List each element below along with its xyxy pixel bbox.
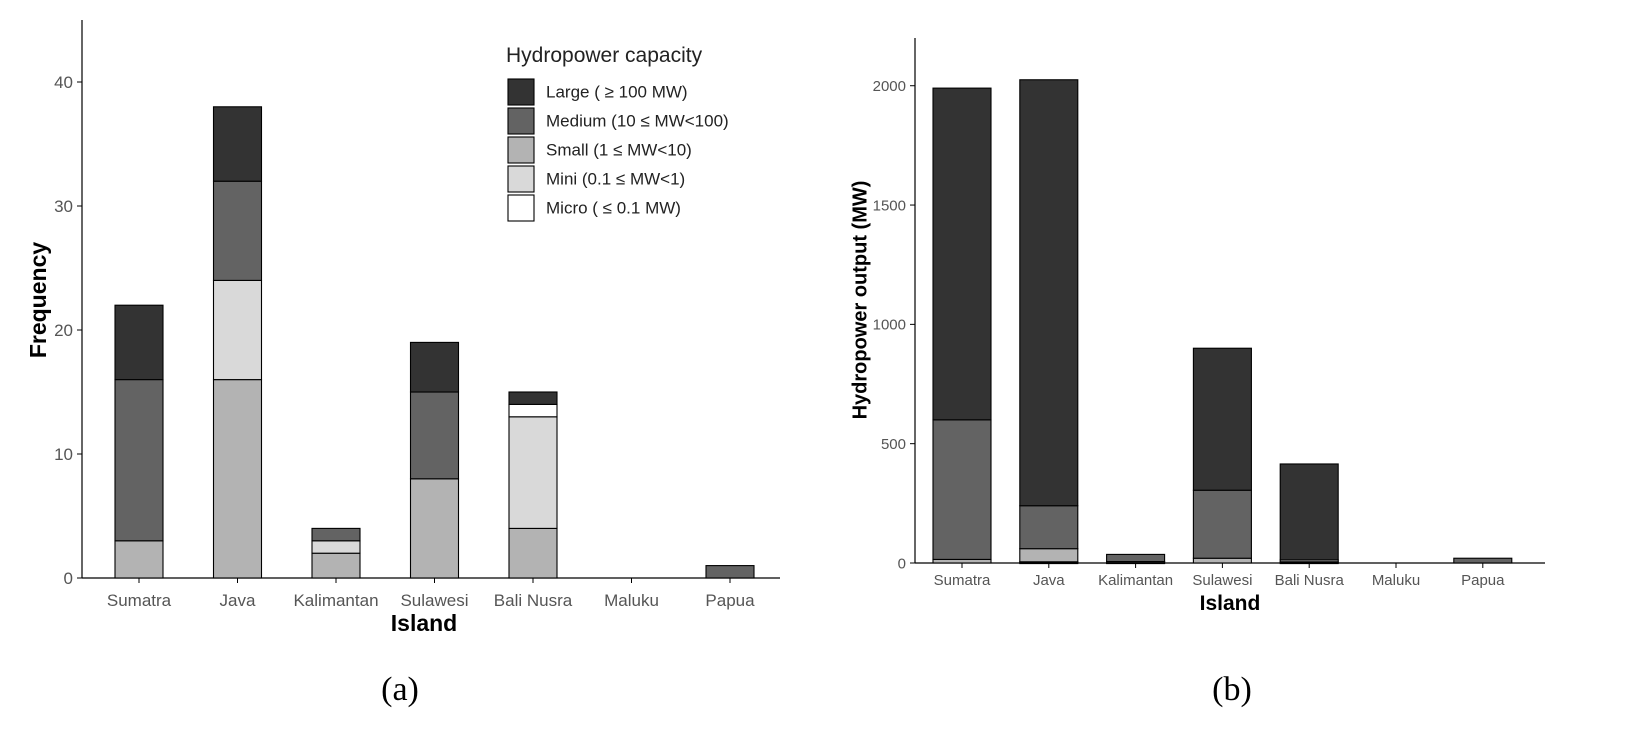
x-tick-label: Kalimantan: [293, 591, 378, 610]
legend-swatch-medium: [507, 107, 535, 135]
x-tick-label: Maluku: [1372, 572, 1420, 589]
y-tick-label: 0: [64, 569, 73, 588]
bar-small-bali-nusra: [508, 527, 558, 579]
x-axis-title: Island: [391, 610, 457, 636]
x-tick-label: Kalimantan: [1098, 572, 1173, 589]
x-axis-title: Island: [1200, 592, 1261, 615]
bar-mini-bali-nusra: [508, 416, 558, 529]
bar-medium-sulawesi: [1192, 489, 1252, 559]
y-tick-label: 500: [881, 436, 906, 453]
bar-large-bali-nusra: [1279, 463, 1339, 561]
legend-label-mini: Mini (0.1 ≤ MW<1): [546, 170, 685, 189]
bar-large-sulawesi: [1192, 347, 1252, 491]
legend-label-large: Large ( ≥ 100 MW): [546, 83, 688, 102]
bar-medium-sulawesi: [409, 391, 460, 480]
x-tick-label: Sumatra: [934, 572, 991, 589]
bar-small-java: [1019, 548, 1079, 563]
legend-label-small: Small (1 ≤ MW<10): [546, 141, 692, 160]
x-tick-label: Bali Nusra: [494, 591, 573, 610]
bar-large-sumatra: [114, 304, 164, 381]
y-tick-label: 30: [54, 197, 73, 216]
bar-small-sulawesi: [409, 478, 460, 579]
legend-swatch-large: [507, 78, 535, 106]
legend: Hydropower capacity Large ( ≥ 100 MW) Medi…: [506, 44, 729, 222]
legend-label-micro: Micro ( ≤ 0.1 MW): [546, 199, 681, 218]
y-axis-title: Frequency: [25, 242, 51, 359]
x-tick-label: Java: [1033, 572, 1065, 589]
y-tick-label: 1500: [873, 197, 906, 214]
legend-swatch-micro: [507, 194, 535, 222]
bar-large-sulawesi: [409, 341, 460, 393]
bar-small-kalimantan: [311, 552, 361, 579]
bar-medium-papua: [1453, 557, 1513, 564]
bar-medium-kalimantan: [1106, 553, 1166, 563]
y-axis-title: Hydropower output (MW): [849, 181, 871, 420]
x-tick-label: Papua: [705, 591, 755, 610]
y-tick-label: 10: [54, 445, 73, 464]
panel-label: (b): [1212, 671, 1252, 708]
bar-medium-kalimantan: [311, 527, 361, 542]
x-tick-label: Bali Nusra: [1275, 572, 1345, 589]
bar-large-bali-nusra: [508, 391, 558, 405]
panel-label: (a): [381, 671, 419, 708]
y-tick-label: 40: [54, 73, 73, 92]
bar-medium-sumatra: [114, 379, 164, 542]
x-tick-label: Sulawesi: [1192, 572, 1252, 589]
bar-medium-java: [1019, 505, 1079, 550]
bar-small-sulawesi: [1192, 557, 1252, 564]
bar-micro-bali-nusra: [508, 403, 558, 418]
bar-small-java: [212, 379, 263, 579]
x-tick-label: Papua: [1461, 572, 1505, 589]
bar-large-java: [1019, 79, 1079, 507]
legend-swatch-mini: [507, 165, 535, 193]
chart-b: 0 500 1000 1500 2000 Sumatra Java Kalimantan Sul…: [849, 38, 1545, 708]
bar-medium-java: [212, 180, 263, 281]
x-tick-label: Sulawesi: [400, 591, 468, 610]
y-tick-label: 1000: [873, 317, 906, 334]
y-tick-label: 20: [54, 321, 73, 340]
bar-medium-sumatra: [932, 419, 992, 560]
bar-medium-papua: [705, 565, 755, 579]
bar-large-java: [212, 106, 263, 182]
y-tick-label: 0: [898, 555, 906, 572]
y-tick-label: 2000: [873, 78, 906, 95]
x-tick-label: Maluku: [604, 591, 659, 610]
chart-a: 0 10 20 30 40 Sumatra Java Kalimantan Sulawesi Ba…: [25, 20, 780, 708]
x-tick-label: Sumatra: [107, 591, 172, 610]
bar-mini-java: [212, 279, 263, 381]
bar-mini-kalimantan: [311, 540, 361, 554]
legend-title: Hydropower capacity: [506, 44, 703, 67]
bar-large-sumatra: [932, 87, 992, 421]
legend-swatch-small: [507, 136, 535, 164]
bar-small-sumatra: [114, 540, 164, 579]
legend-label-medium: Medium (10 ≤ MW<100): [546, 112, 729, 131]
x-tick-label: Java: [220, 591, 256, 610]
